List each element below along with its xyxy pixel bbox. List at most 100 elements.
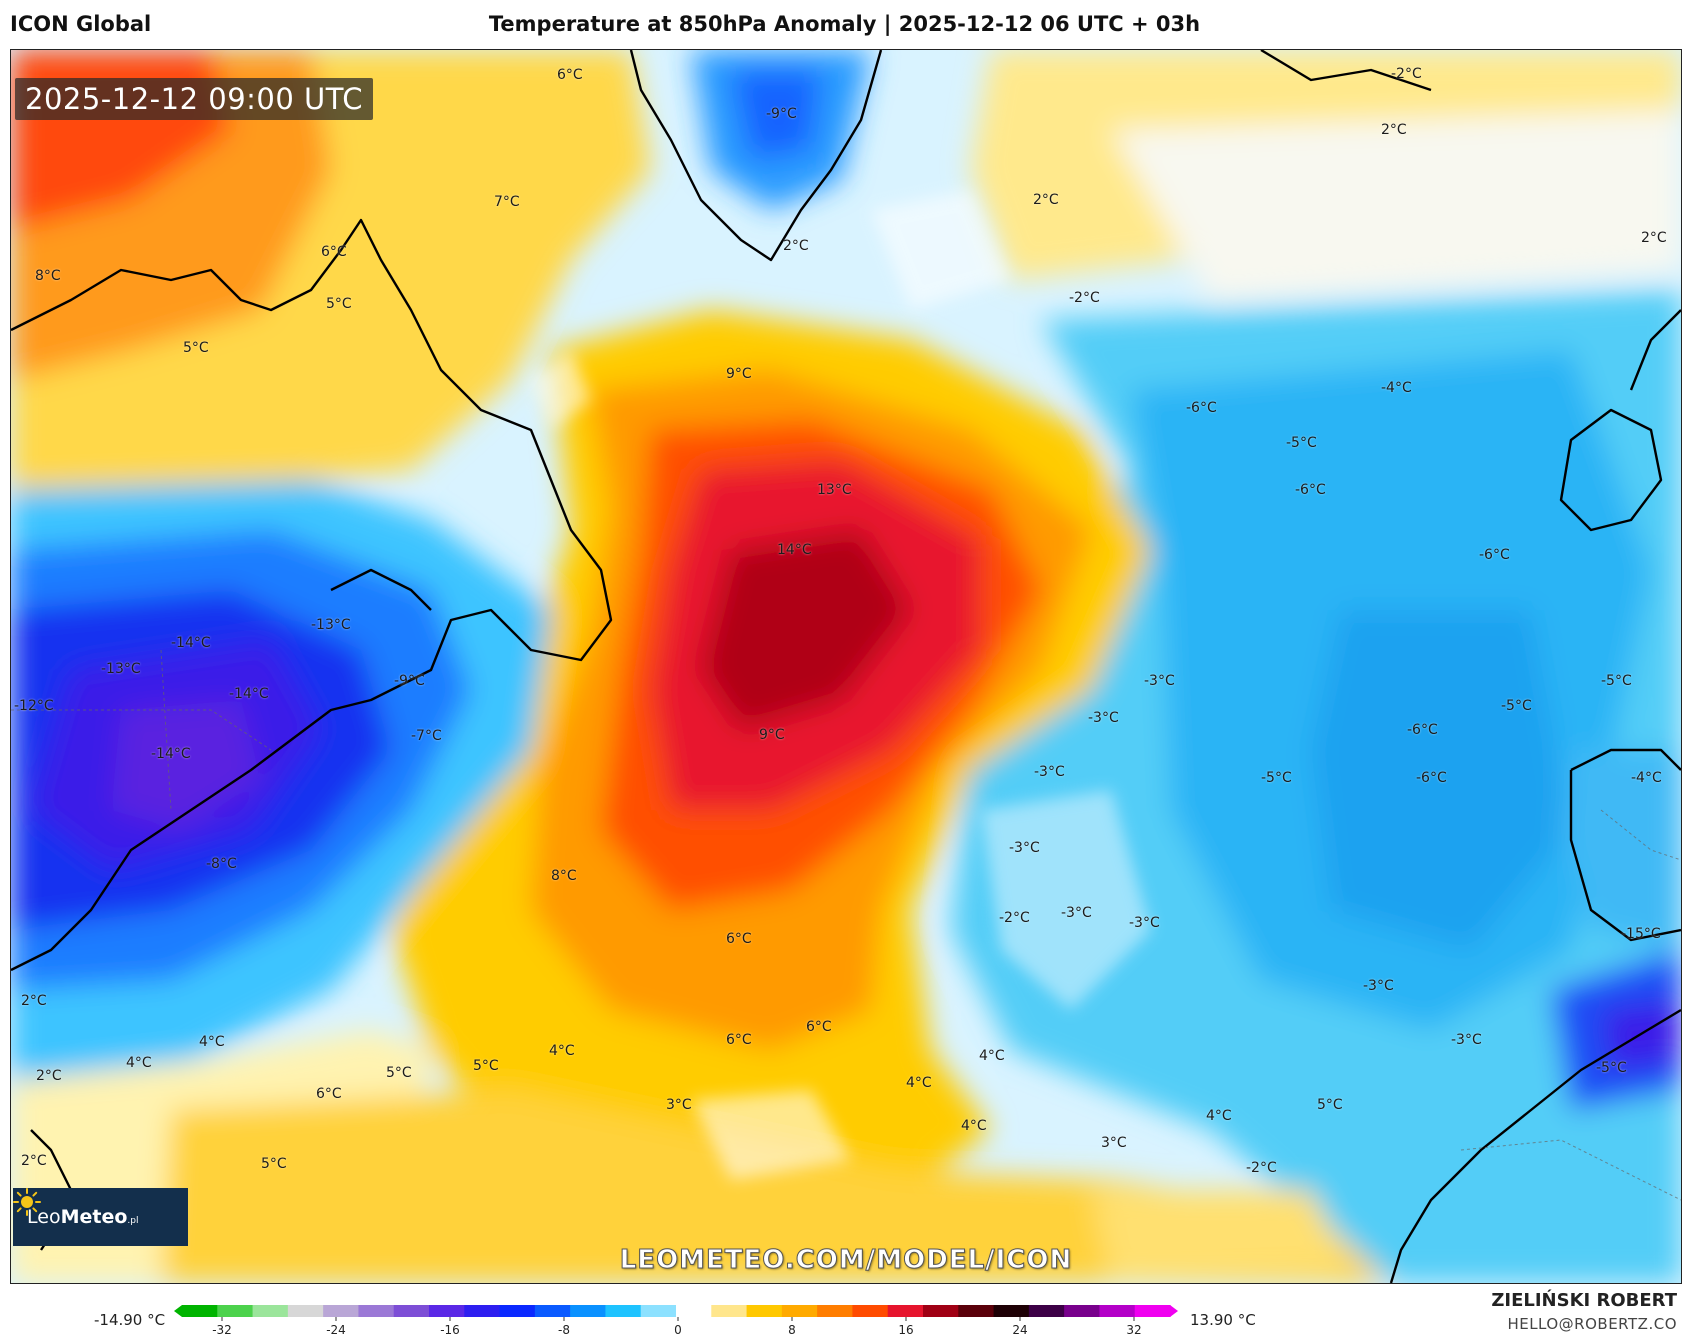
colorbar-segment [923, 1305, 959, 1317]
colorbar-max-label: 13.90 °C [1190, 1311, 1256, 1329]
contour-label: 13°C [817, 482, 852, 498]
colorbar-segment [429, 1305, 465, 1317]
colorbar-segment [958, 1305, 995, 1317]
contour-label: 4°C [126, 1055, 152, 1071]
contour-label: 5°C [326, 296, 352, 312]
contour-label: -3°C [1129, 915, 1160, 931]
contour-label: 2°C [21, 993, 47, 1009]
colorbar-segment [534, 1305, 571, 1317]
contour-label: 4°C [906, 1075, 932, 1091]
contour-label: -14°C [229, 686, 269, 702]
contour-label: -6°C [1186, 400, 1217, 416]
colorbar-arrow-right [1170, 1305, 1178, 1317]
contour-label: 4°C [979, 1048, 1005, 1064]
contour-label: 6°C [557, 67, 583, 83]
colorbar: -32 -24 -16 -8 0 8 16 24 32 [174, 1305, 1178, 1337]
colorbar-segment [817, 1305, 854, 1317]
contour-label: -6°C [1407, 722, 1438, 738]
contour-label: -4°C [1631, 770, 1662, 786]
colorbar-segment [1028, 1305, 1065, 1317]
contour-label: 4°C [199, 1034, 225, 1050]
contour-label: 4°C [1206, 1108, 1232, 1124]
author-name: ZIELIŃSKI ROBERT [1491, 1290, 1677, 1311]
contour-label: -3°C [1451, 1032, 1482, 1048]
contour-label: -9°C [766, 106, 797, 122]
colorbar-tick-label: 8 [788, 1323, 796, 1337]
contour-label: -3°C [1363, 978, 1394, 994]
colorbar-tick-label: 32 [1126, 1323, 1141, 1337]
colorbar-segment [499, 1305, 536, 1317]
contour-label: 2°C [21, 1153, 47, 1169]
colorbar-segment [852, 1305, 889, 1317]
colorbar-segment [182, 1305, 218, 1317]
colorbar-segment [323, 1305, 360, 1317]
colorbar-segment [217, 1305, 254, 1317]
contour-label: -3°C [1061, 905, 1092, 921]
weather-map[interactable]: 2025-12-12 09:00 UTC 6°C -9°C -2°C 2°C 2… [10, 49, 1682, 1284]
contour-label: 4°C [961, 1118, 987, 1134]
contour-label: -8°C [206, 856, 237, 872]
contour-label: 6°C [316, 1086, 342, 1102]
contour-label: 6°C [321, 244, 347, 260]
logo-text-bold: Meteo [60, 1206, 128, 1228]
colorbar-tick-label: -16 [440, 1323, 460, 1337]
contour-label: -4°C [1381, 380, 1412, 396]
contour-label: -6°C [1479, 547, 1510, 563]
author-block: ZIELIŃSKI ROBERT HELLO@ROBERTZ.CO [1491, 1290, 1677, 1333]
colorbar-segment [358, 1305, 395, 1317]
contour-label: 4°C [549, 1043, 575, 1059]
contour-label: -15°C [1621, 926, 1661, 942]
contour-label: -5°C [1596, 1060, 1627, 1076]
contour-label: -12°C [14, 698, 54, 714]
anomaly-field [11, 50, 1681, 1283]
contour-label: 5°C [183, 340, 209, 356]
colorbar-segment [746, 1305, 783, 1317]
colorbar-tick-label: -32 [212, 1323, 232, 1337]
contour-label: 5°C [261, 1156, 287, 1172]
contour-label: -5°C [1501, 698, 1532, 714]
contour-label: 7°C [494, 194, 520, 210]
contour-label: 9°C [759, 727, 785, 743]
contour-label: -5°C [1601, 673, 1632, 689]
contour-label: -14°C [151, 746, 191, 762]
contour-label: 2°C [1381, 122, 1407, 138]
colorbar-segment [887, 1305, 924, 1317]
colorbar-segment [993, 1305, 1030, 1317]
colorbar-segment [252, 1305, 289, 1317]
sun-icon [13, 1188, 41, 1216]
colorbar-segment [464, 1305, 501, 1317]
contour-label: 2°C [1641, 230, 1667, 246]
contour-label: -13°C [101, 661, 141, 677]
colorbar-tick-label: 24 [1012, 1323, 1027, 1337]
colorbar-segment [711, 1305, 748, 1317]
contour-label: -6°C [1416, 770, 1447, 786]
colorbar-segment [605, 1305, 642, 1317]
colorbar-segment [640, 1305, 677, 1317]
colorbar-min-label: -14.90 °C [94, 1311, 166, 1329]
colorbar-tick-label: -8 [558, 1323, 570, 1337]
colorbar-segment [781, 1305, 818, 1317]
contour-label: 6°C [726, 1032, 752, 1048]
contour-label: -2°C [1069, 290, 1100, 306]
contour-label: 5°C [386, 1065, 412, 1081]
contour-label: 8°C [35, 268, 61, 284]
contour-label: 6°C [806, 1019, 832, 1035]
contour-label: -2°C [1391, 66, 1422, 82]
contour-label: 2°C [36, 1068, 62, 1084]
contour-label: 6°C [726, 931, 752, 947]
colorbar-segment [1134, 1305, 1171, 1317]
contour-label: -5°C [1261, 770, 1292, 786]
contour-label: 2°C [1033, 192, 1059, 208]
contour-label: 9°C [726, 366, 752, 382]
contour-label: 8°C [551, 868, 577, 884]
colorbar-segment [287, 1305, 324, 1317]
contour-label: -7°C [411, 728, 442, 744]
colorbar-segment [570, 1305, 607, 1317]
colorbar-arrow-left [174, 1305, 182, 1317]
leometeo-logo[interactable]: Leo Meteo .pl [13, 1188, 188, 1246]
contour-label: -2°C [999, 910, 1030, 926]
source-watermark: LEOMETEO.COM/MODEL/ICON [619, 1245, 1073, 1276]
colorbar-tick-label: 16 [898, 1323, 913, 1337]
colorbar-segment [1099, 1305, 1136, 1317]
contour-label: -3°C [1088, 710, 1119, 726]
